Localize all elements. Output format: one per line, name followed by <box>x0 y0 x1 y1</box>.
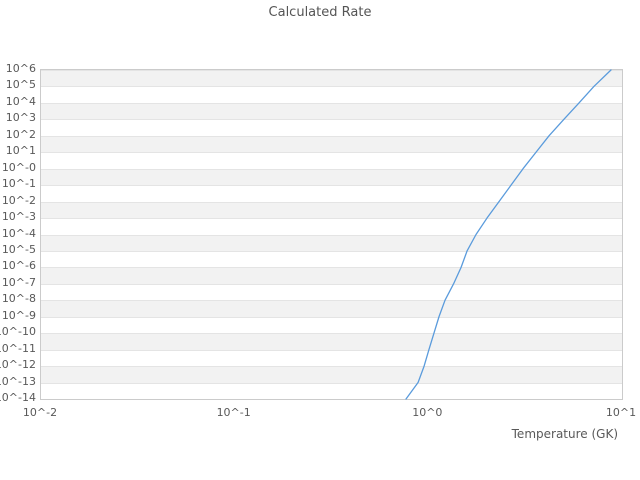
decade-band <box>41 168 622 186</box>
y-tick-label: 10^-7 <box>1 275 36 289</box>
decade-band <box>41 366 622 383</box>
decade-band <box>41 267 622 284</box>
y-tick-label: 10^-0 <box>1 160 36 174</box>
y-tick-label: 10^-14 <box>0 391 36 404</box>
rate-curve <box>405 69 612 400</box>
decade-band <box>41 250 622 268</box>
y-tick-label: 10^6 <box>5 62 36 75</box>
x-tick-label: 10^-1 <box>216 406 251 419</box>
decade-band <box>41 382 622 399</box>
y-tick-label: 10^5 <box>5 78 36 92</box>
decade-band <box>41 316 622 334</box>
rate-curve-path <box>405 69 612 400</box>
y-tick-label: 10^-9 <box>1 308 36 322</box>
y-tick-label: 10^-10 <box>0 325 36 339</box>
decade-band <box>41 201 622 219</box>
decade-band <box>41 234 622 251</box>
y-tick-label: 10^-8 <box>1 292 36 306</box>
y-tick-label: 10^-5 <box>1 242 36 256</box>
plot-area <box>40 69 623 400</box>
y-tick-label: 10^1 <box>5 144 36 158</box>
decade-band <box>41 218 622 235</box>
decade-band <box>41 70 622 87</box>
y-tick-label: 10^2 <box>5 127 36 141</box>
decade-band <box>41 102 622 120</box>
y-tick-label: 10^-1 <box>1 177 36 191</box>
decade-band <box>41 349 622 367</box>
x-tick-label: 10^0 <box>412 406 443 419</box>
y-tick-label: 10^4 <box>5 94 36 108</box>
y-tick-label: 10^-12 <box>0 358 36 372</box>
y-tick-label: 10^-6 <box>1 259 36 273</box>
y-tick-label: 10^-11 <box>0 341 36 355</box>
decade-band <box>41 333 622 350</box>
decade-band <box>41 152 622 169</box>
y-tick-label: 10^-2 <box>1 193 36 207</box>
y-tick-label: 10^-4 <box>1 226 36 240</box>
decade-band <box>41 300 622 317</box>
decade-band <box>41 135 622 153</box>
x-tick-label: 10^-2 <box>22 406 58 419</box>
decade-band <box>41 119 622 136</box>
decade-band <box>41 86 622 103</box>
y-tick-label: 10^3 <box>5 111 36 125</box>
decade-band <box>41 185 622 202</box>
x-tick-label: 10^1 <box>605 406 637 419</box>
y-tick-label: 10^-13 <box>0 374 36 388</box>
y-tick-label: 10^-3 <box>1 210 36 224</box>
chart-title: Calculated Rate <box>268 5 372 20</box>
x-axis-title: Temperature (GK) <box>511 427 618 441</box>
decade-band <box>41 283 622 301</box>
